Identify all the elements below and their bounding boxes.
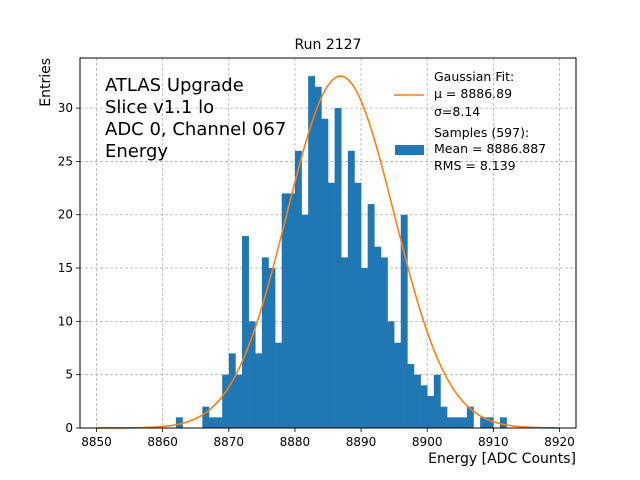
histogram-bar — [308, 76, 316, 428]
histogram-bar — [361, 268, 368, 428]
histogram-bar — [248, 321, 256, 428]
histogram-bar — [433, 374, 441, 428]
histogram-bar — [314, 86, 322, 429]
legend-samples-rms: RMS = 8.139 — [434, 158, 516, 173]
histogram-bar — [427, 396, 435, 428]
histogram-bar — [301, 214, 309, 428]
histogram-bar — [413, 374, 421, 428]
y-tick-label: 20 — [58, 208, 73, 222]
histogram-bar — [466, 406, 474, 428]
histogram-bar — [228, 353, 236, 428]
y-axis-ticks: 0 5 10 15 20 25 30 — [58, 101, 80, 435]
histogram-bar — [400, 214, 408, 428]
histogram-bar — [420, 385, 428, 428]
y-axis-label: Entries — [38, 58, 54, 107]
annotation-line: ADC 0, Channel 067 — [105, 119, 286, 140]
annotation-line: ATLAS Upgrade — [105, 75, 244, 96]
histogram-bar — [460, 417, 468, 428]
x-tick-label: 8860 — [147, 435, 178, 449]
y-tick-label: 10 — [58, 314, 73, 328]
legend-fit-mu: μ = 8886.89 — [434, 86, 512, 101]
histogram-bar — [447, 417, 454, 428]
plot-frame — [79, 57, 577, 429]
histogram-bar — [202, 406, 210, 428]
histogram-bar — [380, 257, 388, 428]
histogram-bar — [268, 268, 276, 428]
x-tick-label: 8850 — [81, 435, 112, 449]
histogram-bar — [354, 182, 362, 428]
x-tick-label: 8910 — [478, 435, 509, 449]
histogram-bar — [486, 417, 494, 428]
histogram-bar — [328, 182, 335, 428]
histogram-bar — [275, 342, 283, 428]
x-tick-label: 8900 — [412, 435, 443, 449]
y-tick-label: 0 — [65, 421, 73, 435]
histogram-bar — [255, 353, 263, 428]
histogram-bar — [387, 321, 395, 428]
histogram-bar — [235, 374, 243, 428]
histogram-bars — [175, 76, 507, 429]
histogram-bar — [453, 417, 461, 428]
histogram-bar — [261, 257, 269, 428]
histogram-bar — [222, 374, 230, 428]
histogram-bar — [480, 417, 488, 428]
histogram-bar — [341, 257, 349, 428]
legend-samples-mean: Mean = 8886.887 — [434, 141, 546, 156]
histogram-bar — [175, 417, 183, 428]
histogram-bar — [294, 150, 302, 428]
histogram-bar — [440, 406, 448, 428]
y-tick-label: 5 — [65, 368, 73, 382]
legend-fit-sigma: σ=8.14 — [434, 104, 480, 119]
legend-fit-label: Gaussian Fit: — [434, 69, 514, 84]
histogram-bar — [208, 417, 216, 428]
histogram-bar — [242, 236, 249, 428]
legend-samples-label: Samples (597): — [434, 125, 529, 140]
histogram-bar — [499, 417, 507, 428]
histogram-bar — [374, 246, 382, 428]
histogram-bar — [281, 193, 289, 428]
y-tick-label: 15 — [58, 261, 73, 275]
x-tick-label: 8870 — [214, 435, 245, 449]
histogram-bar — [367, 204, 375, 428]
histogram-bar — [347, 150, 355, 428]
legend-samples-swatch — [395, 145, 424, 155]
annotation-line: Slice v1.1 lo — [105, 97, 214, 118]
histogram-bar — [321, 118, 329, 428]
chart-title: Run 2127 — [295, 37, 362, 53]
x-tick-label: 8880 — [280, 435, 311, 449]
y-tick-label: 30 — [58, 101, 73, 115]
x-axis-ticks: 8850 8860 8870 8880 8890 8900 8910 8920 — [81, 428, 575, 449]
x-axis-label: Energy [ADC Counts] — [428, 451, 576, 467]
x-tick-label: 8920 — [544, 435, 575, 449]
histogram-bar — [407, 364, 415, 428]
gaussian-fit-curve — [96, 75, 560, 429]
annotation-line: Energy — [105, 141, 168, 162]
histogram-bar — [334, 108, 342, 429]
annotation-block: ATLAS Upgrade Slice v1.1 lo ADC 0, Chann… — [105, 75, 286, 162]
x-tick-label: 8890 — [346, 435, 377, 449]
histogram-bar — [288, 193, 296, 428]
histogram-bar — [215, 417, 223, 428]
legend: Gaussian Fit: μ = 8886.89 σ=8.14 Samples… — [394, 69, 546, 173]
y-tick-label: 25 — [58, 154, 73, 168]
histogram-bar — [394, 342, 402, 428]
